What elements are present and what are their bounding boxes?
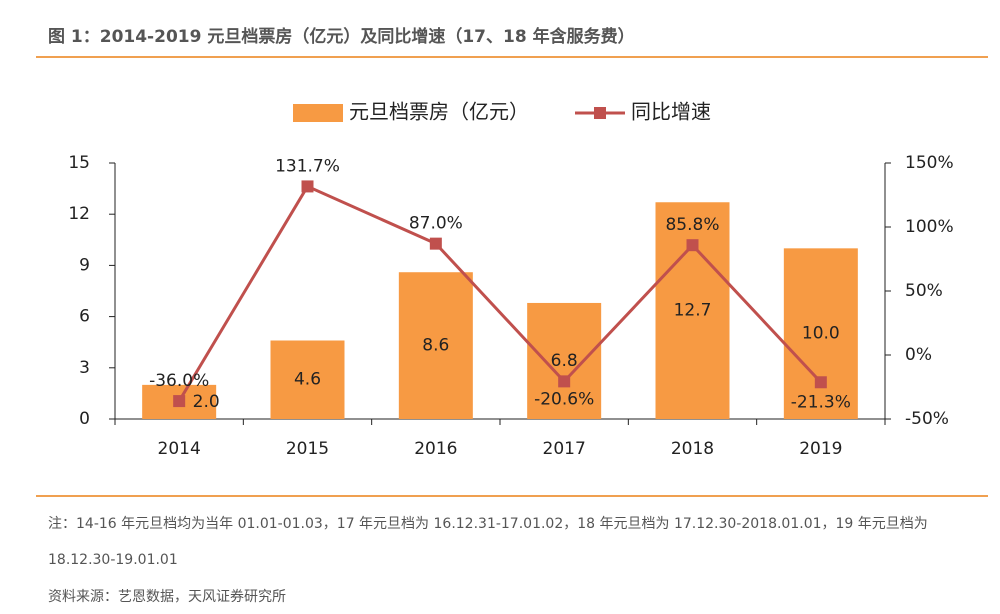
bar [527, 302, 602, 419]
line-label: 85.8% [665, 215, 719, 235]
bar-label: 12.7 [674, 301, 712, 321]
legend-swatch [293, 104, 343, 122]
line-label: 131.7% [275, 156, 340, 176]
y2-tick-label: 50% [905, 281, 943, 301]
y2-tick-label: 100% [905, 217, 954, 237]
title: 图 1：2014-2019 元旦档票房（亿元）及同比增速（17、18 年含服务费… [48, 27, 635, 47]
x-tick-label: 2014 [158, 439, 201, 459]
line-marker [814, 376, 827, 389]
note: 注：14-16 年元旦档均为当年 01.01-01.03，17 年元旦档为 16… [48, 516, 928, 568]
legend-label: 元旦档票房（亿元） [349, 100, 529, 124]
bar [398, 272, 473, 419]
bar-label: 4.6 [294, 370, 321, 390]
x-tick-label: 2018 [671, 439, 714, 459]
divider [36, 495, 988, 497]
y-tick-label: 3 [79, 358, 90, 378]
x-tick-label: 2016 [414, 439, 457, 459]
bar [655, 202, 730, 419]
bar-label: 8.6 [422, 336, 449, 356]
chart: 0 3 6 9 12 15 -50% 0% 50% 100% 150% 2014 2015 2016 201… [68, 100, 954, 460]
bar-label: 10.0 [802, 324, 840, 344]
bar-label: 2.0 [193, 392, 220, 412]
divider [36, 56, 988, 58]
legend-marker [594, 107, 606, 119]
line-marker [558, 375, 571, 388]
line-marker [429, 237, 442, 250]
line-marker [173, 395, 186, 408]
line [177, 184, 822, 402]
x-tick-label: 2015 [286, 439, 329, 459]
line-label: 87.0% [409, 214, 463, 234]
x-tick-label: 2017 [543, 439, 586, 459]
y-tick-label: 9 [79, 255, 90, 275]
line-marker [301, 180, 314, 193]
y-tick-label: 15 [68, 153, 90, 173]
y2-tick-label: -50% [905, 409, 949, 429]
y-tick-label: 12 [68, 204, 90, 224]
legend-label: 同比增速 [631, 100, 711, 124]
y2-tick-label: 0% [905, 345, 932, 365]
line-label: -21.3% [791, 392, 851, 412]
line-label: -20.6% [534, 389, 594, 409]
x-tick-label: 2019 [799, 439, 842, 459]
bar [783, 248, 858, 419]
bar-label: 6.8 [551, 351, 578, 371]
line-marker [686, 239, 699, 252]
line-label: -36.0% [149, 371, 209, 391]
y-tick-label: 6 [79, 307, 90, 327]
y2-tick-label: 150% [905, 153, 954, 173]
y-tick-label: 0 [79, 409, 90, 429]
bar [270, 340, 345, 419]
source: 资料来源：艺恩数据，天风证券研究所 [48, 589, 286, 605]
